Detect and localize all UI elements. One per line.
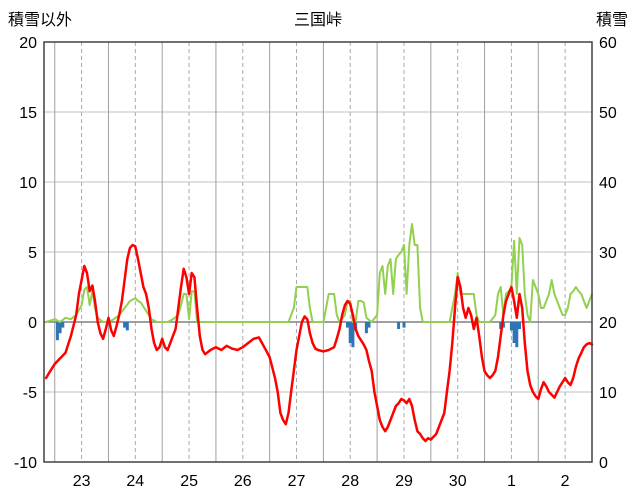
x-tick-label: 26 [234,473,252,490]
right-tick-label: 40 [599,175,617,192]
x-tick-label: 28 [341,473,359,490]
right-tick-label: 20 [599,315,617,332]
precip-bar [509,322,513,331]
x-tick-label: 30 [449,473,467,490]
left-axis-title: 積雪以外 [8,12,73,29]
left-tick-label: 5 [28,245,37,262]
precip-bar [55,322,59,341]
precip-bar [125,322,129,331]
right-tick-label: 30 [599,245,617,262]
green-line [45,223,593,323]
x-tick-label: 27 [288,473,306,490]
chart-title: 三国峠 [293,12,342,29]
x-tick-label: 29 [395,473,413,490]
red-line [44,243,594,443]
precip-bar [346,322,349,328]
left-tick-label: 10 [19,175,37,192]
left-tick-label: 20 [19,35,37,52]
left-tick-label: 15 [19,105,37,122]
precip-bar [364,322,368,334]
precip-bar [61,322,65,328]
x-tick-label: 23 [73,473,91,490]
precip-bar [351,322,355,348]
right-tick-label: 50 [599,105,617,122]
right-tick-label: 10 [599,385,617,402]
right-tick-label: 60 [599,35,617,52]
right-tick-label: 0 [599,455,608,472]
precip-bar [367,322,371,328]
precip-bar [58,322,62,334]
precip-bar [397,322,401,329]
precip-bar [499,322,503,329]
x-tick-label: 25 [180,473,198,490]
x-tick-label: 1 [507,473,516,490]
left-tick-label: 0 [28,315,37,332]
precip-bar [512,322,516,343]
precip-bar [402,322,406,328]
x-tick-label: 24 [126,473,144,490]
precip-bar [515,322,519,348]
precip-bar [518,322,521,329]
right-axis-title: 積雪 [595,12,628,29]
x-tick-label: 2 [561,473,570,490]
precip-bar [348,322,352,343]
plot-border [43,41,593,463]
left-tick-label: -10 [14,455,37,472]
precip-bar [123,322,127,328]
left-tick-label: -5 [23,385,37,402]
